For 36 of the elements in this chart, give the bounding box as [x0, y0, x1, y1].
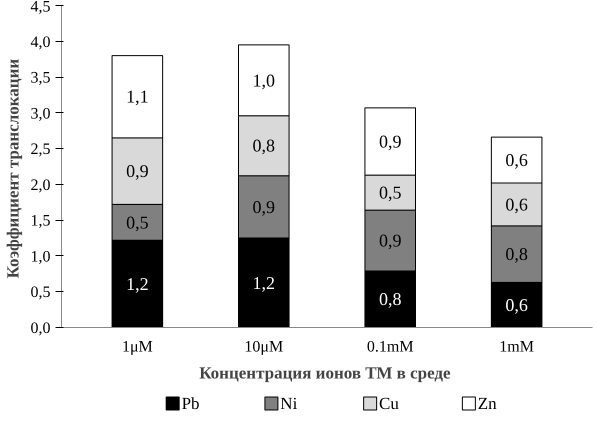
data-label: 0,6 — [505, 294, 528, 315]
data-label: 0,6 — [505, 194, 528, 214]
data-label: 0,9 — [126, 161, 149, 182]
x-tick-label: 1μM — [122, 338, 153, 356]
y-tick-label: 1,5 — [30, 212, 50, 230]
data-label: 1,2 — [252, 272, 276, 293]
data-label: 0,5 — [126, 212, 149, 232]
legend-label: Zn — [478, 394, 498, 413]
data-label: 1,1 — [126, 86, 149, 107]
y-tick-label: 4,0 — [30, 34, 50, 51]
data-label: 0,9 — [378, 230, 402, 251]
data-label: 1,0 — [252, 70, 276, 90]
data-label: 0,8 — [252, 136, 276, 156]
legend-label: Cu — [379, 394, 400, 413]
data-label: 0,9 — [252, 196, 276, 217]
data-label: 1,2 — [126, 274, 149, 294]
data-label: 0,8 — [378, 289, 402, 310]
legend-label: Ni — [280, 394, 298, 413]
y-tick-label: 2,0 — [30, 176, 50, 194]
y-tick-label: 2,5 — [30, 141, 50, 158]
data-label: 0,8 — [505, 244, 528, 264]
data-label: 0,6 — [505, 150, 528, 170]
x-axis-title: Концентрация ионов ТМ в среде — [199, 364, 452, 382]
y-tick-label: 4,5 — [30, 0, 50, 16]
y-tick-label: 1,0 — [30, 248, 50, 266]
x-tick-label: 10μM — [244, 338, 284, 356]
data-label: 0,9 — [378, 131, 402, 152]
y-tick-label: 3,0 — [30, 105, 50, 122]
legend-label: Pb — [182, 394, 200, 413]
data-label: 0,5 — [378, 182, 402, 203]
y-tick-label: 0,5 — [30, 284, 50, 302]
y-axis-title: Коэффициент транслокации — [4, 58, 22, 278]
y-tick-label: 0,0 — [30, 320, 50, 337]
y-tick-label: 3,5 — [30, 70, 50, 87]
x-tick-label: 0.1mM — [366, 338, 414, 356]
x-tick-label: 1mM — [499, 338, 534, 356]
